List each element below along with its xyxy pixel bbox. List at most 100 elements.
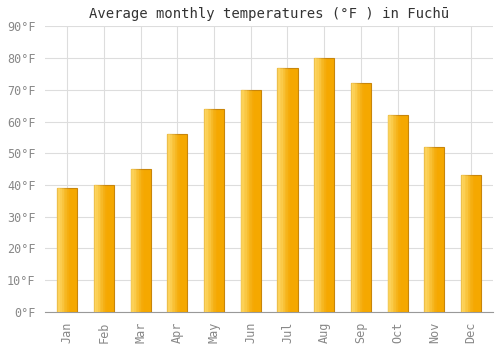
Bar — [278, 68, 279, 312]
Bar — [470, 175, 471, 312]
Bar — [59, 188, 60, 312]
Bar — [252, 90, 254, 312]
Bar — [351, 83, 352, 312]
Bar — [62, 188, 63, 312]
Bar — [206, 109, 207, 312]
Bar — [168, 134, 170, 312]
Bar — [244, 90, 245, 312]
Bar — [352, 83, 353, 312]
Bar — [137, 169, 138, 312]
Bar — [139, 169, 140, 312]
Bar — [282, 68, 283, 312]
Bar — [319, 58, 320, 312]
Bar — [394, 115, 396, 312]
Bar — [427, 147, 428, 312]
Bar — [136, 169, 137, 312]
Bar — [254, 90, 255, 312]
Bar — [104, 185, 105, 312]
Bar — [388, 115, 407, 312]
Bar — [204, 109, 206, 312]
Bar — [434, 147, 435, 312]
Bar — [428, 147, 429, 312]
Bar — [436, 147, 437, 312]
Bar — [322, 58, 324, 312]
Bar — [396, 115, 398, 312]
Bar — [425, 147, 426, 312]
Bar — [327, 58, 328, 312]
Bar — [212, 109, 213, 312]
Bar — [167, 134, 188, 312]
Bar — [66, 188, 67, 312]
Bar — [172, 134, 173, 312]
Bar — [314, 58, 334, 312]
Bar — [465, 175, 466, 312]
Bar — [140, 169, 141, 312]
Bar — [209, 109, 210, 312]
Bar — [466, 175, 468, 312]
Bar — [430, 147, 432, 312]
Bar — [473, 175, 474, 312]
Bar — [94, 185, 114, 312]
Bar — [64, 188, 65, 312]
Bar — [204, 109, 224, 312]
Bar — [362, 83, 363, 312]
Bar — [70, 188, 71, 312]
Bar — [57, 188, 78, 312]
Bar — [474, 175, 475, 312]
Bar — [210, 109, 211, 312]
Bar — [355, 83, 356, 312]
Bar — [102, 185, 103, 312]
Bar — [132, 169, 134, 312]
Bar — [424, 147, 444, 312]
Bar — [107, 185, 108, 312]
Bar — [142, 169, 143, 312]
Bar — [171, 134, 172, 312]
Bar — [69, 188, 70, 312]
Bar — [179, 134, 180, 312]
Bar — [248, 90, 249, 312]
Bar — [324, 58, 326, 312]
Bar — [392, 115, 393, 312]
Bar — [435, 147, 436, 312]
Bar — [399, 115, 400, 312]
Bar — [285, 68, 286, 312]
Bar — [353, 83, 354, 312]
Bar — [240, 90, 242, 312]
Bar — [60, 188, 62, 312]
Bar — [138, 169, 139, 312]
Bar — [214, 109, 216, 312]
Bar — [290, 68, 291, 312]
Bar — [167, 134, 168, 312]
Bar — [284, 68, 285, 312]
Bar — [130, 169, 131, 312]
Bar — [96, 185, 98, 312]
Bar — [68, 188, 69, 312]
Bar — [134, 169, 135, 312]
Bar — [316, 58, 317, 312]
Bar — [426, 147, 427, 312]
Bar — [106, 185, 107, 312]
Bar — [135, 169, 136, 312]
Bar — [175, 134, 176, 312]
Bar — [67, 188, 68, 312]
Bar — [314, 58, 315, 312]
Bar — [320, 58, 321, 312]
Bar — [105, 185, 106, 312]
Bar — [468, 175, 469, 312]
Bar — [98, 185, 99, 312]
Bar — [65, 188, 66, 312]
Bar — [131, 169, 132, 312]
Bar — [360, 83, 362, 312]
Bar — [356, 83, 357, 312]
Bar — [242, 90, 243, 312]
Bar — [208, 109, 209, 312]
Bar — [288, 68, 290, 312]
Bar — [280, 68, 281, 312]
Bar — [357, 83, 358, 312]
Bar — [246, 90, 247, 312]
Bar — [101, 185, 102, 312]
Bar — [424, 147, 425, 312]
Bar — [462, 175, 463, 312]
Bar — [398, 115, 399, 312]
Bar — [176, 134, 177, 312]
